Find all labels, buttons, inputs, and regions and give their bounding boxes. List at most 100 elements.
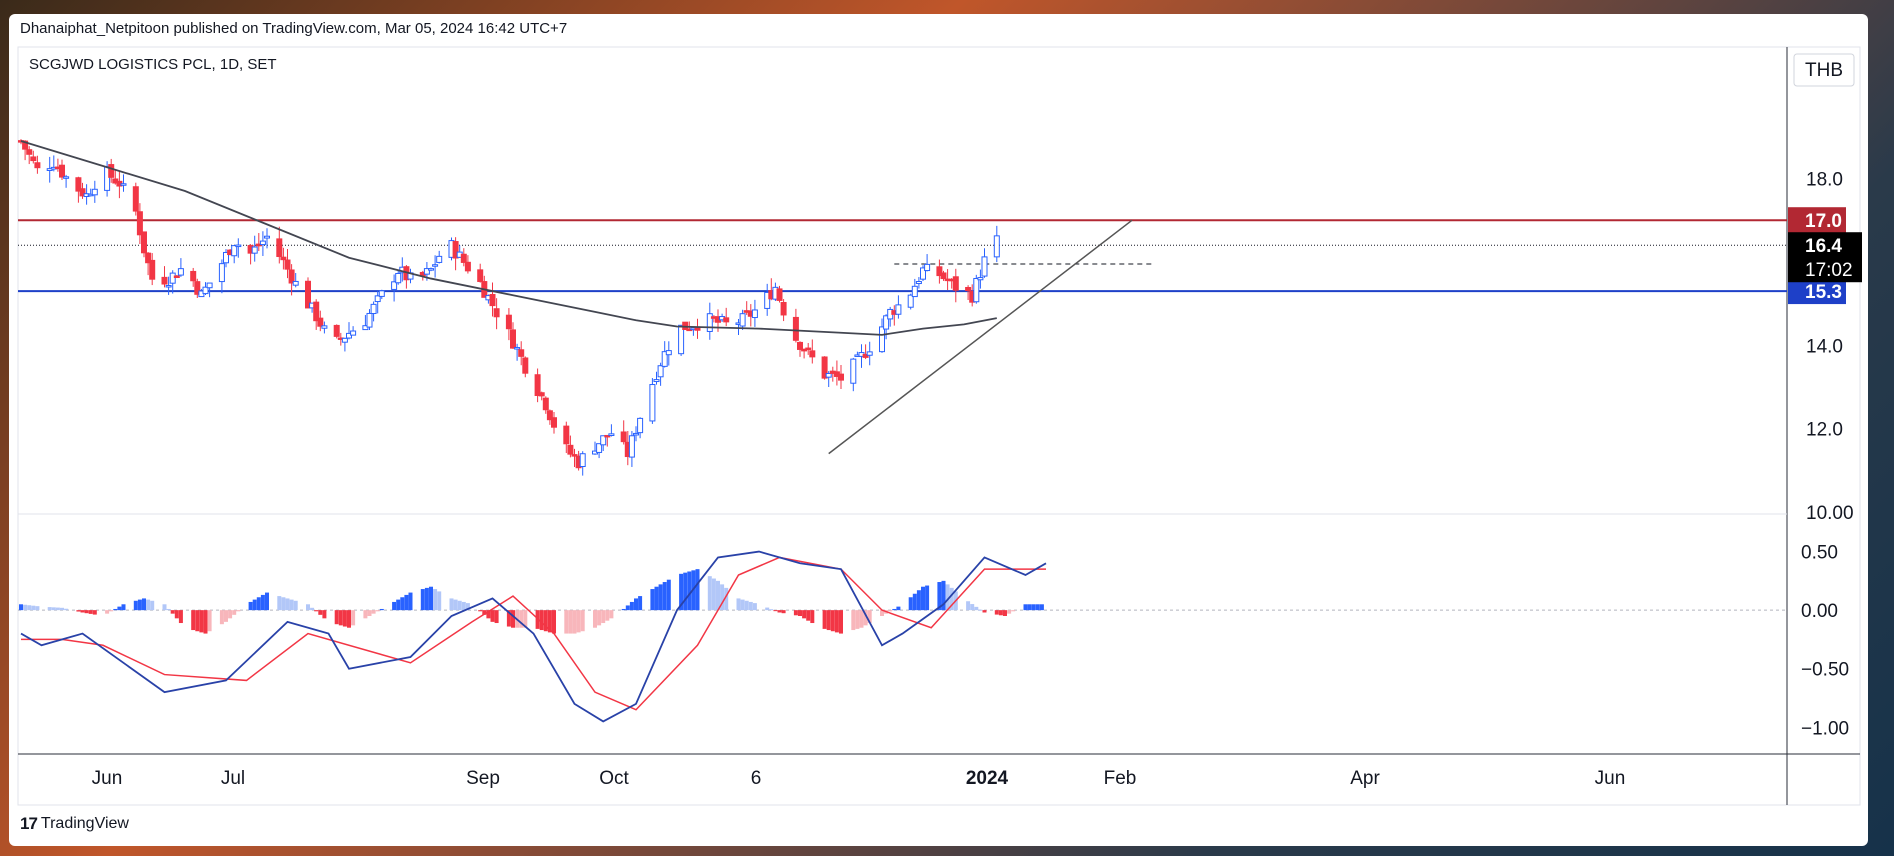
macd-histogram-bar (133, 600, 138, 611)
macd-histogram-bar (925, 585, 930, 611)
macd-histogram-bar (806, 610, 811, 621)
candle-body (850, 358, 857, 384)
candle (34, 155, 41, 174)
candle-body (965, 286, 972, 292)
candle (169, 270, 176, 294)
candle-body (809, 350, 816, 358)
macd-tick-label: −1.00 (1801, 718, 1849, 739)
candle (63, 174, 70, 188)
candle (551, 411, 557, 434)
time-tick-label: Feb (1104, 768, 1137, 789)
price-badges: 17.0 15.3 16.4 17:02 (1788, 207, 1862, 305)
macd-histogram-bar (830, 610, 835, 632)
macd-histogram-bar (880, 610, 884, 616)
candle-body (374, 295, 381, 303)
macd-histogram-bar (564, 610, 569, 634)
candle-body (22, 140, 29, 150)
bar-countdown-label: 17:02 (1805, 260, 1853, 281)
candle (161, 266, 168, 288)
candle (477, 263, 484, 283)
macd-histogram-bar (605, 610, 610, 621)
candle-body (169, 272, 176, 284)
candle (862, 344, 869, 360)
candle (821, 356, 828, 380)
tradingview-brand[interactable]: 17 TradingView (20, 814, 129, 834)
currency-button[interactable] (1793, 53, 1855, 87)
candle-body (977, 277, 984, 281)
support-badge-label: 15.3 (1805, 282, 1842, 303)
candle (579, 451, 586, 476)
candle (739, 309, 746, 330)
candle (649, 378, 656, 424)
macd-histogram-bar (826, 610, 831, 631)
candle (26, 146, 33, 165)
macd-histogram-bar (461, 601, 466, 611)
candle-body (341, 337, 348, 343)
macd-histogram-bar (137, 599, 142, 611)
macd-histogram-bar (711, 578, 716, 611)
candle-body (288, 269, 295, 284)
macd-histogram-bar (433, 589, 438, 611)
candle-body (604, 434, 611, 438)
macd-histogram-bar (707, 576, 712, 611)
candle-body (514, 347, 521, 350)
candle (510, 322, 516, 349)
candle (452, 237, 459, 271)
candle (993, 225, 1000, 263)
publisher-caption: Dhanaiphat_Netpitoon published on Tradin… (20, 20, 568, 37)
macd-histogram-bar (916, 590, 921, 611)
candle (79, 182, 86, 199)
macd-histogram-bar (277, 596, 282, 611)
candle (973, 274, 980, 304)
macd-line (20, 550, 1047, 723)
macd-histogram-bar (937, 582, 942, 611)
macd-histogram-bar (60, 607, 64, 611)
candle (366, 309, 373, 330)
candle-body (26, 149, 33, 155)
candle (977, 269, 984, 289)
candle-body (993, 235, 1000, 258)
candle (542, 396, 549, 414)
macd-histogram-bar (293, 600, 298, 611)
macd-histogram-bar (839, 610, 843, 634)
chart-border (17, 46, 1861, 806)
macd-histogram-bar (88, 610, 93, 614)
last-price-label: 16.4 (1805, 236, 1842, 257)
candle-body (284, 259, 291, 270)
macd-histogram-bar (260, 594, 265, 611)
candle-body (391, 281, 398, 290)
candle (75, 176, 82, 203)
macd-histogram-bar (203, 610, 208, 634)
candle (751, 299, 758, 327)
chart-area[interactable]: SCGJWD LOGISTICS PCL, 1D, SET THB 10.001… (9, 14, 1868, 846)
price-axis: 10.00 12.0 14.0 18.0 (1806, 170, 1854, 524)
candle (264, 228, 270, 249)
macd-histogram-bar (76, 610, 81, 612)
candle-body (317, 317, 324, 327)
candle-body (235, 244, 242, 248)
candle (678, 324, 685, 356)
candle (108, 158, 115, 183)
macd-histogram-bar (867, 610, 872, 624)
time-tick-label: Jul (221, 768, 245, 789)
macd-histogram-bar (1023, 604, 1028, 611)
macd-histogram-bar (597, 610, 602, 626)
candle-body (665, 350, 672, 356)
candle (428, 267, 434, 272)
candle (911, 278, 918, 298)
macd-histogram-bar (568, 610, 573, 634)
macd-histogram-bar (347, 610, 351, 628)
candle (661, 341, 668, 368)
macd-histogram-bar (547, 610, 552, 633)
macd-histogram-bar (228, 610, 233, 619)
macd-histogram-bar (748, 601, 753, 611)
candle (838, 365, 844, 389)
macd-histogram-bar (752, 603, 757, 611)
candle-body (91, 188, 98, 196)
candle (567, 435, 574, 458)
macd-tick-label: 0.00 (1801, 601, 1838, 622)
macd-histogram-bar (1039, 604, 1044, 611)
macd-histogram-bar (1003, 610, 1007, 616)
macd-histogram-bar (174, 610, 179, 619)
candle-body (805, 347, 812, 351)
